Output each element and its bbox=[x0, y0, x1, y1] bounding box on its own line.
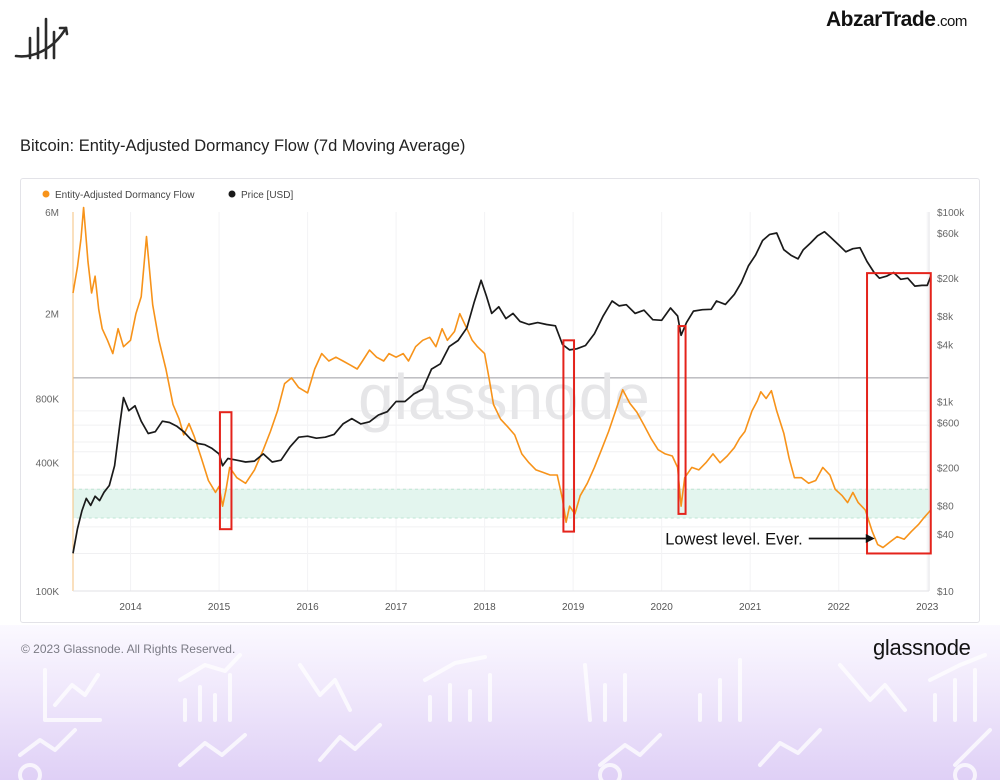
legend-dot-dormancy bbox=[42, 190, 50, 198]
y-right-tick-label: $200 bbox=[937, 464, 960, 475]
x-tick-label: 2022 bbox=[828, 602, 851, 613]
x-tick-label: 2019 bbox=[562, 602, 585, 613]
y-left-tick-label: 100K bbox=[36, 587, 60, 598]
annotation-arrow-head bbox=[865, 533, 875, 543]
y-right-tick-label: $60k bbox=[937, 229, 960, 240]
legend-dot-price bbox=[228, 190, 236, 198]
chart-card: glassnode Lowest level. Ever. 6M 2M 800K 400K… bbox=[20, 178, 980, 623]
watermark-text: glassnode bbox=[358, 361, 650, 433]
y-right-tick-label: $1k bbox=[937, 398, 954, 409]
x-tick-label: 2016 bbox=[296, 602, 319, 613]
annotation-text: Lowest level. Ever. bbox=[665, 530, 803, 548]
x-tick-label: 2014 bbox=[119, 602, 142, 613]
chart-title: Bitcoin: Entity-Adjusted Dormancy Flow (… bbox=[20, 137, 466, 155]
chart-legend: Entity-Adjusted Dormancy Flow Price [USD] bbox=[42, 190, 293, 201]
y-left-tick-label: 6M bbox=[45, 208, 59, 219]
y-right-tick-label: $4k bbox=[937, 340, 954, 351]
glassnode-logo: glassnode bbox=[873, 635, 971, 660]
x-tick-label: 2018 bbox=[473, 602, 496, 613]
y-right-tick-label: $8k bbox=[937, 312, 954, 323]
legend-label-dormancy: Entity-Adjusted Dormancy Flow bbox=[55, 190, 195, 201]
low-zone-band bbox=[72, 488, 930, 519]
dormancy-flow-line bbox=[72, 206, 932, 549]
copyright-text: © 2023 Glassnode. All Rights Reserved. bbox=[21, 642, 236, 656]
site-logo-icon bbox=[14, 17, 69, 60]
highlight-box bbox=[866, 272, 932, 555]
y-right-tick-label: $20k bbox=[937, 274, 960, 285]
y-left-tick-label: 400K bbox=[36, 459, 60, 470]
price-line bbox=[72, 230, 932, 554]
y-right-tick-label: $100k bbox=[937, 208, 965, 219]
y-right-tick-label: $10 bbox=[937, 587, 954, 598]
x-tick-label: 2017 bbox=[385, 602, 408, 613]
y-right-tick-label: $40 bbox=[937, 530, 954, 541]
y-left-tick-label: 800K bbox=[36, 395, 60, 406]
x-tick-label: 2021 bbox=[739, 602, 762, 613]
brand-tld: .com bbox=[936, 13, 967, 30]
footer-background bbox=[0, 625, 1000, 780]
y-right-tick-label: $80 bbox=[937, 501, 954, 512]
dormancy-price-chart: glassnode Lowest level. Ever. 6M 2M 800K 400K… bbox=[36, 190, 966, 613]
x-tick-label: 2015 bbox=[208, 602, 231, 613]
brand-name: AbzarTrade bbox=[826, 8, 936, 31]
decorative-chart-icons bbox=[18, 653, 992, 780]
highlight-box bbox=[562, 339, 576, 533]
y-left-tick-label: 2M bbox=[45, 310, 59, 321]
highlight-box bbox=[677, 325, 687, 515]
brand-logo[interactable]: AbzarTrade.com bbox=[826, 8, 967, 32]
x-tick-label: 2020 bbox=[651, 602, 674, 613]
highlight-box bbox=[218, 411, 233, 531]
x-tick-label: 2023 bbox=[916, 602, 939, 613]
y-right-tick-label: $600 bbox=[937, 419, 960, 430]
legend-label-price: Price [USD] bbox=[241, 190, 293, 201]
